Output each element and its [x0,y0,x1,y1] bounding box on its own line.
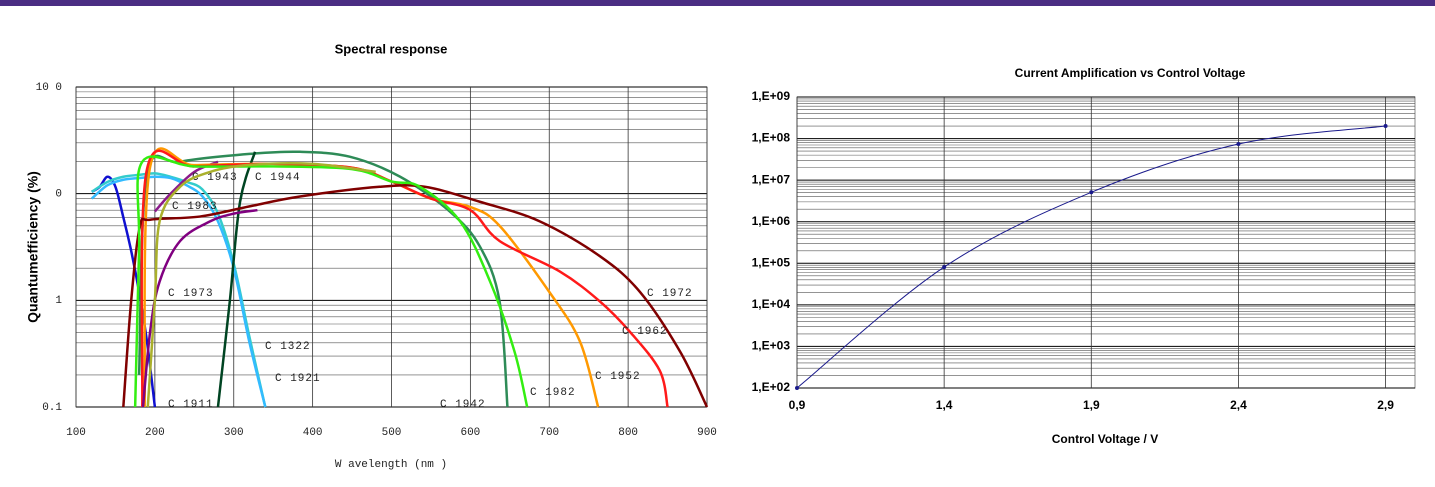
x-tick-label: 1,4 [936,398,953,412]
series-label: C 1942 [440,399,486,411]
y-axis-label: Quantumefficiency (%) [25,171,41,323]
series-label: C 1944 [255,172,301,184]
chart-title: Spectral response [335,41,448,56]
series-label: C 1983 [172,201,218,213]
series-label: C 1972 [647,288,693,300]
y-tick-label: 1,E+09 [752,89,791,103]
plot-area [796,96,1416,389]
series-label: C 1962 [622,326,668,338]
chart-title: Current Amplification vs Control Voltage [1015,66,1246,80]
x-tick-label: 800 [618,427,638,439]
series-label: C 1973 [168,288,214,300]
data-line [146,162,376,408]
x-axis-label: Control Voltage / V [1052,432,1158,446]
top-banner [0,0,1435,6]
y-tick-label: 1,E+02 [752,380,791,394]
data-point [1089,190,1094,195]
x-tick-label: 1,9 [1083,398,1100,412]
series-label: C 1982 [530,387,576,399]
x-tick-label: 200 [145,427,165,439]
x-tick-label: 500 [382,427,402,439]
x-tick-label: 100 [66,427,86,439]
y-tick-label: 1 [55,295,62,307]
series-label: C 1911 [168,399,214,411]
data-line [90,175,267,408]
y-tick-label: 1,E+07 [752,172,791,186]
data-line [140,149,669,408]
x-tick-label: 2,9 [1377,398,1394,412]
x-tick-label: 600 [460,427,480,439]
series-label: C 1921 [275,373,321,385]
x-tick-label: 300 [224,427,244,439]
y-tick-label: 1,E+08 [752,131,791,145]
data-point [1383,124,1388,129]
x-tick-label: 0,9 [789,398,806,412]
x-tick-label: 2,4 [1230,398,1247,412]
x-tick-label: 900 [697,427,717,439]
data-point [1236,142,1241,147]
y-tick-label: 0.1 [42,402,62,414]
series-label: C 1952 [595,371,641,383]
y-tick-label: 1,E+04 [752,297,791,311]
x-tick-label: 400 [303,427,323,439]
y-tick-label: 0 [55,189,62,201]
series-label: C 1943 [192,172,238,184]
y-tick-label: 1,E+05 [752,255,791,269]
data-line [216,151,257,408]
data-point [942,265,947,270]
x-axis-label: W avelength (nm ) [335,459,447,471]
series-label: C 1322 [265,341,311,353]
data-point [795,386,799,390]
x-tick-label: 700 [539,427,559,439]
y-tick-label: 1,E+06 [752,214,791,228]
data-line [141,208,258,408]
y-tick-label: 10 0 [36,82,62,94]
y-tick-label: 1,E+03 [752,339,791,353]
